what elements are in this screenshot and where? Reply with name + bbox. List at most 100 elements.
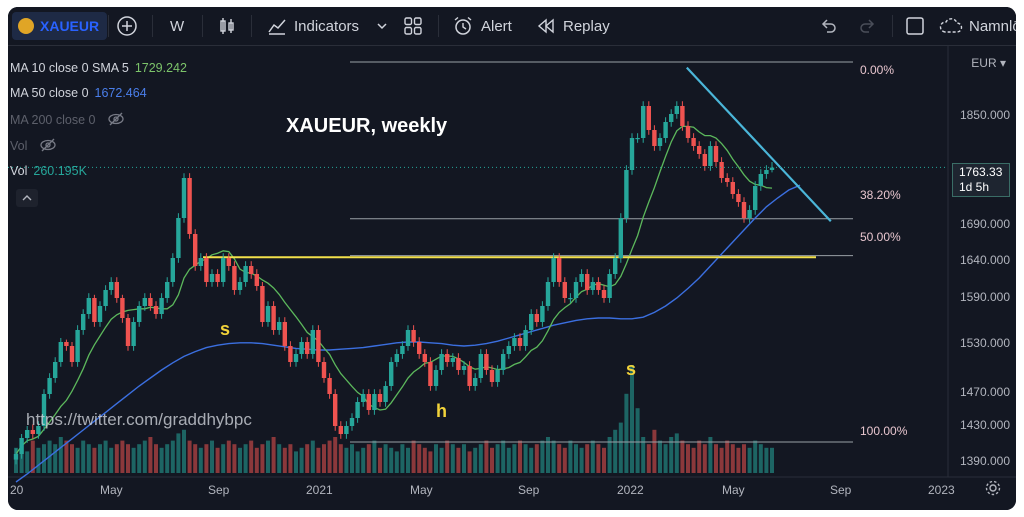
volume-bar (361, 447, 366, 473)
indicators-dropdown[interactable] (376, 7, 388, 45)
legend-ma200-label: MA 200 close 0 (10, 113, 96, 127)
x-tick-label: 2022 (617, 483, 644, 497)
legend-ma200[interactable]: MA 200 close 0 (10, 111, 125, 127)
candle-body (47, 378, 52, 394)
toolbar-divider (251, 15, 252, 37)
candle-body (691, 138, 696, 146)
volume-bar (702, 444, 707, 473)
candle-body (646, 106, 651, 130)
candle-body (394, 354, 399, 362)
price-chart[interactable] (8, 7, 1016, 510)
volume-bar (708, 437, 713, 473)
candle-body (232, 266, 237, 290)
chart-title-annotation: XAUEUR, weekly (286, 115, 448, 137)
undo-button[interactable] (818, 7, 838, 45)
volume-bar (238, 447, 242, 473)
candle-body (254, 274, 259, 286)
volume-bar (322, 444, 326, 473)
replay-button[interactable]: Replay (536, 7, 610, 45)
volume-bar (624, 393, 629, 473)
volume-bar (613, 429, 618, 473)
candle-body (607, 274, 612, 298)
candle-body (573, 282, 579, 298)
volume-bar (736, 447, 741, 473)
candle-body (81, 314, 86, 330)
volume-bar (58, 437, 63, 473)
eye-hidden-icon[interactable] (39, 137, 57, 153)
symbol-search-button[interactable]: XAUEUR (12, 12, 108, 40)
candle-body (176, 218, 181, 258)
candle-body (557, 258, 562, 282)
candle-body (551, 258, 556, 282)
volume-bar (366, 444, 371, 473)
legend-vol-label: Vol (10, 164, 28, 178)
volume-bar (338, 444, 343, 473)
chart-type-button[interactable] (216, 7, 238, 45)
alert-button[interactable]: Alert (452, 7, 512, 45)
indicators-button[interactable]: Indicators (266, 7, 359, 45)
volume-bar (719, 447, 724, 473)
candle-body (473, 378, 478, 386)
redo-button[interactable] (858, 7, 878, 45)
candle-body (19, 438, 24, 454)
candle-body (142, 298, 147, 306)
legend-collapse-button[interactable] (16, 189, 38, 207)
last-price-tag: 1763.33 1d 5h (952, 163, 1010, 197)
chart-settings-button[interactable] (984, 479, 1002, 502)
legend-vol-hidden[interactable]: Vol (10, 137, 57, 153)
volume-bar (294, 451, 298, 473)
candle-body (747, 210, 752, 218)
volume-bar (456, 447, 461, 473)
volume-bar (114, 444, 119, 473)
candle-body (484, 354, 489, 370)
volume-bar (170, 440, 175, 473)
legend-vol[interactable]: Vol 260.195K (10, 163, 87, 179)
layout-button[interactable] (402, 7, 424, 45)
eye-hidden-icon[interactable] (107, 111, 125, 127)
compare-button[interactable] (116, 7, 138, 45)
fullscreen-button[interactable] (904, 7, 926, 45)
volume-bar (266, 440, 270, 473)
volume-bar (103, 440, 108, 473)
volume-bar (590, 440, 595, 473)
volume-bar (389, 447, 394, 473)
candle-body (377, 394, 383, 402)
volume-bar (579, 447, 584, 473)
save-layout-button[interactable]: Namnlö (938, 7, 1016, 45)
interval-button[interactable]: W (170, 7, 184, 45)
volume-bar (305, 444, 310, 473)
candle-body (204, 258, 209, 282)
candle-body (596, 282, 601, 290)
candle-body (288, 346, 293, 362)
volume-bar (618, 422, 623, 473)
candle-body (450, 358, 455, 362)
volume-bar (450, 444, 455, 473)
currency-selector[interactable]: EUR ▾ (971, 56, 1006, 70)
legend-ma50-label: MA 50 close 0 (10, 86, 89, 100)
volume-bar (378, 447, 382, 473)
volume-bar (602, 447, 606, 473)
volume-bar (299, 447, 304, 473)
legend-ma50[interactable]: MA 50 close 0 1672.464 (10, 85, 147, 101)
volume-bar (512, 444, 517, 473)
legend-ma10[interactable]: MA 10 close 0 SMA 5 1729.242 (10, 60, 187, 76)
candle-body (669, 114, 674, 122)
volume-bar (288, 444, 293, 473)
gold-coin-icon (18, 18, 34, 34)
y-tick-label: 1530.000 (959, 336, 1010, 350)
volume-bar (333, 437, 338, 473)
volume-bar (551, 440, 556, 473)
candle-body (517, 338, 523, 346)
volume-bar (372, 440, 377, 473)
candle-body (64, 342, 69, 346)
x-tick-label: May (722, 483, 745, 497)
candle-body (713, 146, 719, 162)
volume-bar (271, 437, 276, 473)
volume-bar (400, 444, 405, 473)
candle-body (36, 426, 41, 434)
candle-body (198, 258, 203, 266)
candle-body (529, 314, 534, 330)
head-label: h (436, 401, 447, 421)
candle-body (299, 342, 304, 354)
volume-bar (635, 408, 640, 473)
